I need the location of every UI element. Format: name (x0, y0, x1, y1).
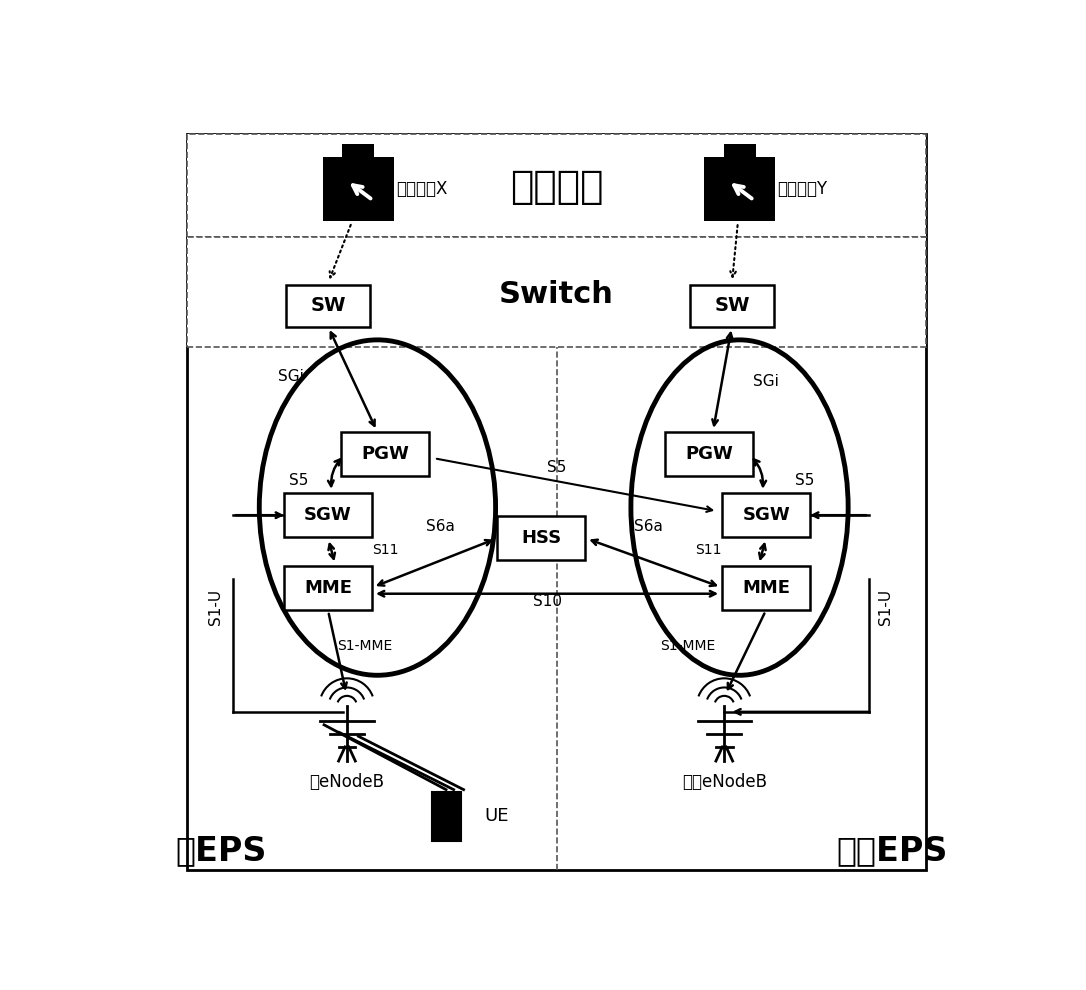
Bar (285, 493, 371, 538)
Text: 源EPS: 源EPS (176, 835, 267, 867)
Bar (187, 134, 926, 237)
Text: SGW: SGW (743, 506, 791, 524)
Text: S1-MME: S1-MME (337, 640, 392, 653)
Text: 目标eNodeB: 目标eNodeB (682, 773, 767, 791)
Text: PGW: PGW (362, 446, 409, 463)
Bar (187, 237, 926, 347)
Text: S5: S5 (547, 460, 566, 475)
Text: S6a: S6a (633, 519, 662, 535)
Text: S11: S11 (695, 544, 721, 557)
Text: S1-MME: S1-MME (660, 640, 716, 653)
Bar (342, 145, 375, 182)
Text: S1-U: S1-U (209, 589, 224, 625)
Text: SW: SW (311, 296, 345, 315)
Text: 业务系统X: 业务系统X (396, 180, 447, 198)
Text: HSS: HSS (521, 529, 561, 547)
Text: Switch: Switch (500, 279, 614, 309)
Text: SW: SW (715, 296, 749, 315)
Text: S10: S10 (533, 594, 561, 609)
Text: S11: S11 (372, 544, 399, 557)
Text: 业务系统Y: 业务系统Y (778, 180, 828, 198)
Bar (722, 565, 810, 610)
Bar (723, 145, 756, 182)
Bar (722, 493, 810, 538)
Text: SGW: SGW (304, 506, 352, 524)
Bar (705, 156, 774, 221)
Bar (666, 432, 753, 476)
Circle shape (737, 148, 747, 158)
Text: MME: MME (742, 578, 791, 597)
Text: S5: S5 (289, 473, 308, 488)
Bar (341, 432, 429, 476)
Text: SGi: SGi (754, 374, 779, 389)
Text: UE: UE (484, 807, 508, 826)
Text: S1-U: S1-U (879, 589, 894, 625)
Bar (286, 284, 370, 327)
Text: S6a: S6a (427, 519, 455, 535)
Circle shape (357, 148, 366, 158)
Bar (285, 565, 371, 610)
Text: MME: MME (304, 578, 352, 597)
Text: 源eNodeB: 源eNodeB (310, 773, 384, 791)
Text: SGi: SGi (278, 369, 304, 384)
Bar (690, 284, 774, 327)
Text: S5: S5 (795, 473, 814, 488)
Bar (497, 516, 585, 560)
Text: 业务系统: 业务系统 (509, 168, 604, 206)
Text: PGW: PGW (685, 446, 733, 463)
Text: 目标EPS: 目标EPS (836, 835, 948, 867)
Bar (431, 792, 460, 841)
Bar (324, 156, 393, 221)
